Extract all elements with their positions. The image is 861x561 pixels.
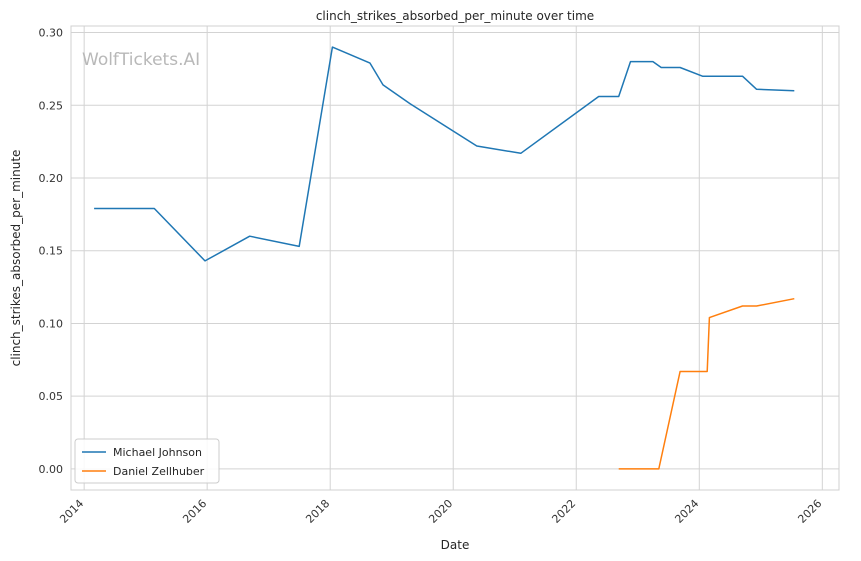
chart-title: clinch_strikes_absorbed_per_minute over … (316, 9, 594, 23)
plot-frame (70, 25, 840, 491)
y-axis-title: clinch_strikes_absorbed_per_minute (9, 150, 23, 367)
series-line-michael-johnson (94, 46, 795, 262)
y-tick-label: 0.10 (39, 317, 64, 330)
y-tick-label: 0.30 (39, 27, 64, 40)
watermark-text: WolfTickets.AI (82, 50, 200, 70)
legend: Michael Johnson Daniel Zellhuber (74, 438, 220, 484)
legend-box (74, 438, 220, 484)
y-tick-label: 0.20 (39, 172, 64, 185)
y-tick-label: 0.05 (39, 390, 64, 403)
series-line-daniel-zellhuber (618, 297, 795, 470)
y-tick-label: 0.00 (39, 463, 64, 476)
x-axis-title: Date (441, 538, 470, 552)
legend-label-michael-johnson: Michael Johnson (113, 446, 202, 459)
y-tick-label: 0.15 (39, 245, 64, 258)
legend-label-daniel-zellhuber: Daniel Zellhuber (113, 465, 205, 478)
series-lines (94, 46, 795, 470)
y-tick-label: 0.25 (39, 99, 64, 112)
